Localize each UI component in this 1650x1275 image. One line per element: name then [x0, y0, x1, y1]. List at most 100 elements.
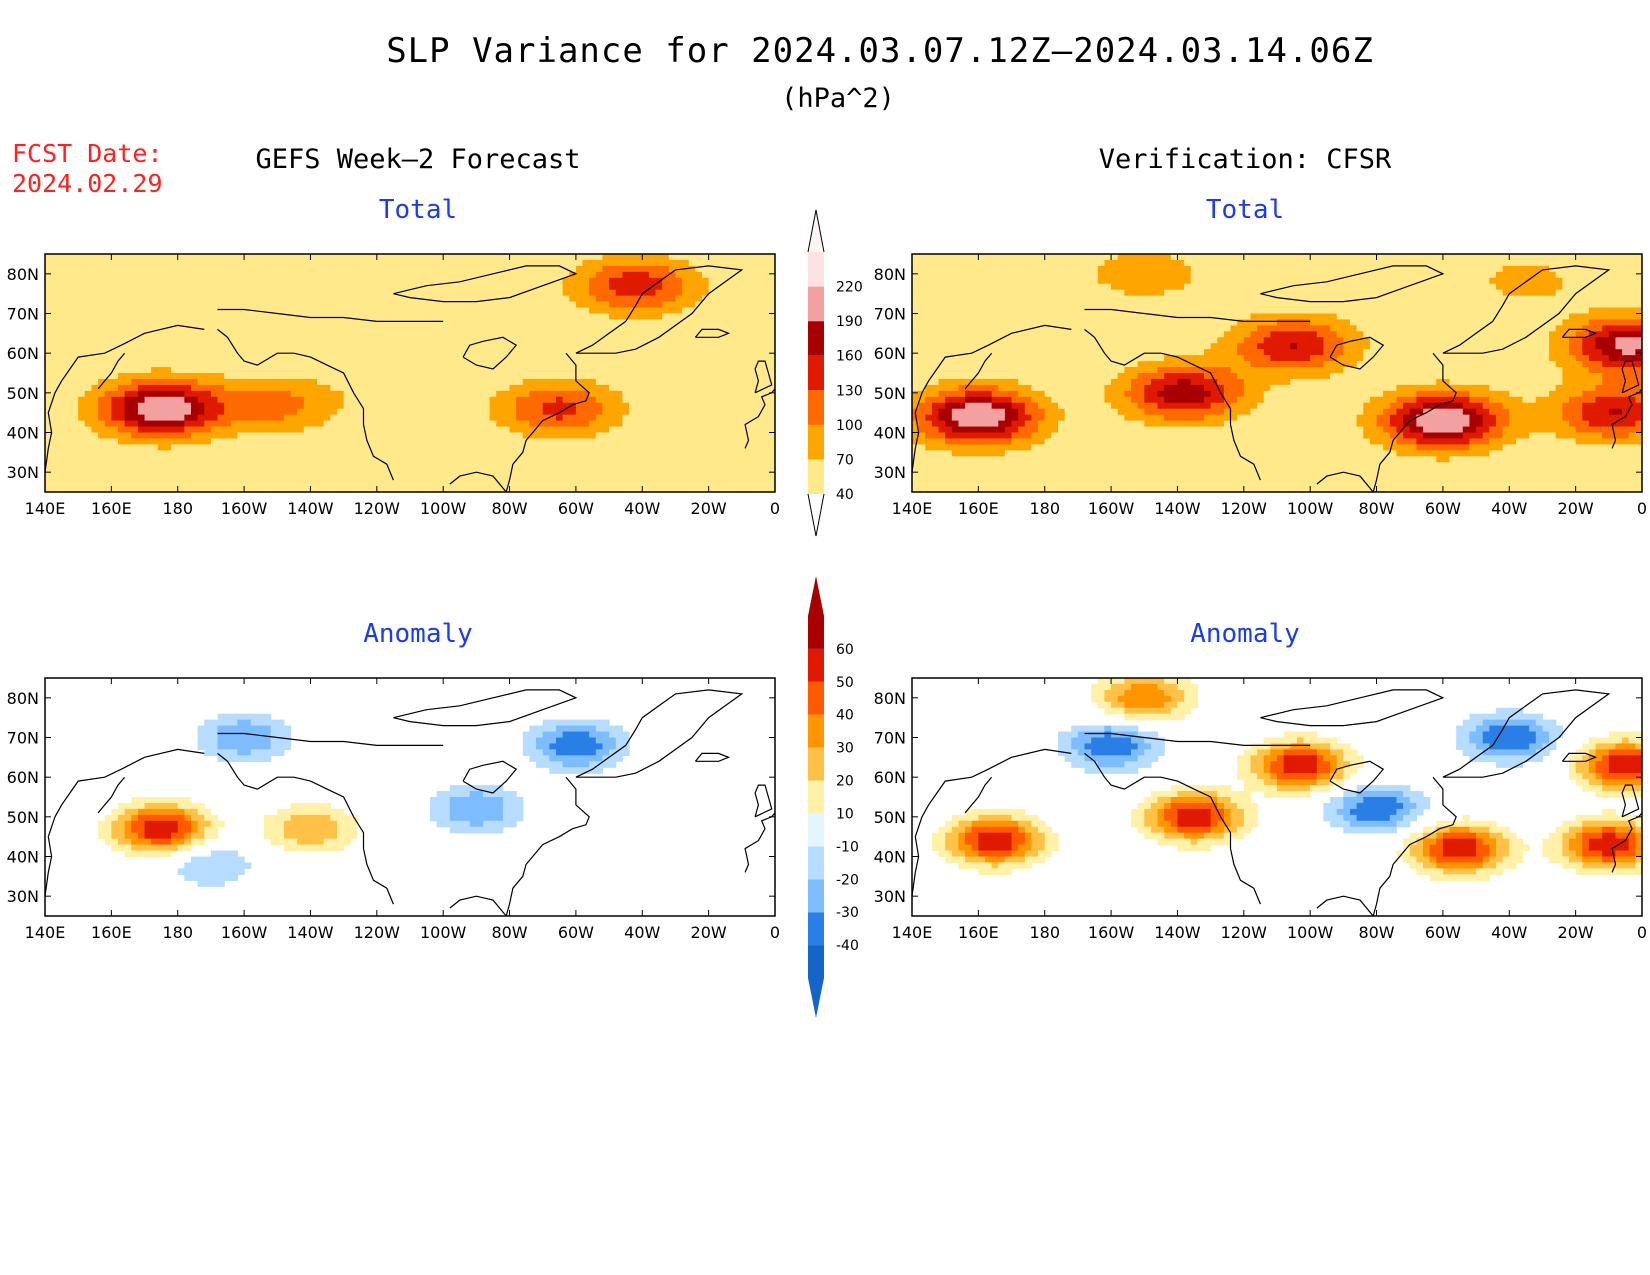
colorbar-swatch — [808, 286, 824, 322]
colorbar-swatch — [808, 714, 824, 748]
colorbar-level-label: 30 — [836, 741, 854, 757]
panel-title-gefs-total: Total — [379, 195, 457, 225]
map-panel-gefs-anomaly: 140E 160E 180 160W 140W 120W 100W 80W 60W 40W 20W 0… — [7, 677, 780, 942]
colorbar-swatch — [808, 747, 824, 781]
x-tick-label: 60W — [558, 499, 594, 518]
x-tick-label: 0 — [1637, 923, 1647, 942]
x-tick-label: 40W — [624, 499, 660, 518]
fcst-date-label: FCST Date: — [12, 139, 163, 168]
colorbar-level-label: 130 — [836, 383, 863, 399]
y-tick-label: 40N — [874, 424, 906, 443]
y-tick-label: 70N — [874, 729, 906, 748]
y-tick-label: 30N — [7, 887, 39, 906]
x-tick-label: 60W — [1425, 499, 1461, 518]
colorbar-level-label: 60 — [836, 642, 854, 658]
map-frame — [911, 253, 1643, 493]
colorbar-swatch — [808, 252, 824, 287]
colorbar-arrow-low — [808, 978, 824, 1018]
y-tick-label: 30N — [874, 463, 906, 482]
x-tick-label: 120W — [354, 923, 401, 942]
x-tick-label: 100W — [420, 499, 467, 518]
colorbar-swatch — [808, 681, 824, 715]
x-tick-label: 100W — [1287, 499, 1334, 518]
x-tick-label: 180 — [1029, 923, 1060, 942]
colorbar-swatch — [808, 648, 824, 682]
colorbar-level-label: -30 — [836, 905, 859, 921]
y-tick-label: 30N — [7, 463, 39, 482]
x-tick-label: 160E — [91, 923, 132, 942]
coastlines — [912, 265, 1642, 492]
colorbar-swatch — [808, 459, 824, 494]
x-tick-label: 140W — [287, 499, 334, 518]
colorbar-level-label: 100 — [836, 418, 863, 434]
y-tick-label: 70N — [7, 305, 39, 324]
colorbar-level-label: 220 — [836, 280, 863, 296]
x-tick-label: 120W — [1221, 499, 1268, 518]
colorbar-level-label: -10 — [836, 839, 859, 855]
y-tick-label: 70N — [7, 729, 39, 748]
x-tick-label: 0 — [770, 499, 780, 518]
colorbar-swatch — [808, 780, 824, 814]
colorbar-level-label: 160 — [836, 349, 863, 365]
panel-title-cfsr-total: Total — [1206, 195, 1284, 225]
colorbar-arrow-high — [807, 209, 825, 253]
fcst-date-value: 2024.02.29 — [12, 169, 163, 198]
map-panel-cfsr-anomaly: 140E 160E 180 160W 140W 120W 100W 80W 60W 40W 20W 0… — [874, 677, 1647, 942]
x-tick-label: 140W — [1154, 923, 1201, 942]
colorbar-swatch — [808, 355, 824, 391]
colorbar-swatch — [808, 846, 824, 880]
colorbar-swatch — [808, 879, 824, 913]
y-tick-label: 50N — [7, 384, 39, 403]
panel-title-cfsr-anomaly: Anomaly — [1190, 619, 1300, 649]
coastlines — [45, 689, 775, 916]
x-tick-label: 160E — [958, 499, 999, 518]
map-frame — [44, 677, 776, 917]
colorbar-arrow-low — [807, 493, 825, 537]
colorbar-swatch — [808, 390, 824, 425]
x-tick-label: 40W — [1491, 923, 1527, 942]
colorbar-level-label: 50 — [836, 675, 854, 691]
y-tick-label: 70N — [874, 305, 906, 324]
x-tick-label: 140W — [1154, 499, 1201, 518]
y-tick-label: 40N — [7, 848, 39, 867]
colorbar-level-label: 20 — [836, 774, 854, 790]
x-tick-label: 100W — [420, 923, 467, 942]
y-tick-label: 80N — [7, 689, 39, 708]
x-tick-label: 80W — [491, 923, 527, 942]
shaded-field — [931, 678, 1642, 881]
x-tick-label: 140E — [892, 923, 933, 942]
x-tick-label: 160E — [958, 923, 999, 942]
coastlines — [912, 689, 1642, 916]
x-tick-label: 160E — [91, 499, 132, 518]
x-tick-label: 20W — [691, 499, 727, 518]
x-tick-label: 80W — [491, 499, 527, 518]
x-tick-label: 180 — [162, 923, 193, 942]
x-tick-label: 160W — [1088, 923, 1135, 942]
left-column-heading: GEFS Week–2 Forecast — [255, 144, 580, 175]
colorbar-swatch — [808, 912, 824, 946]
x-tick-label: 180 — [162, 499, 193, 518]
map-frame — [44, 253, 776, 493]
x-tick-label: 60W — [558, 923, 594, 942]
colorbar-swatch — [808, 945, 824, 978]
y-tick-label: 80N — [7, 265, 39, 284]
panel-title-gefs-anomaly: Anomaly — [363, 619, 473, 649]
colorbar-level-label: -40 — [836, 938, 859, 954]
colorbar-anomaly: -40 -30 -20 -10 10 20 30 40 50 60 — [808, 576, 859, 1018]
x-tick-label: 140E — [25, 923, 66, 942]
figure-title: SLP Variance for 2024.03.07.12Z–2024.03.… — [386, 31, 1374, 71]
y-tick-label: 40N — [7, 424, 39, 443]
map-panels: 140E 160E 180 160W 140W 120W 100W 80W 60W 40W 20W 0… — [7, 253, 1647, 942]
x-tick-label: 160W — [221, 923, 268, 942]
colorbar-arrow-high — [808, 576, 824, 616]
colorbar-swatch — [808, 424, 824, 460]
y-tick-label: 60N — [7, 768, 39, 787]
y-tick-label: 50N — [7, 808, 39, 827]
x-tick-label: 160W — [1088, 499, 1135, 518]
x-tick-label: 20W — [691, 923, 727, 942]
colorbar-level-label: 40 — [836, 708, 854, 724]
y-tick-label: 80N — [874, 689, 906, 708]
colorbar-level-label: -20 — [836, 872, 859, 888]
x-tick-label: 80W — [1358, 923, 1394, 942]
y-tick-label: 60N — [7, 344, 39, 363]
